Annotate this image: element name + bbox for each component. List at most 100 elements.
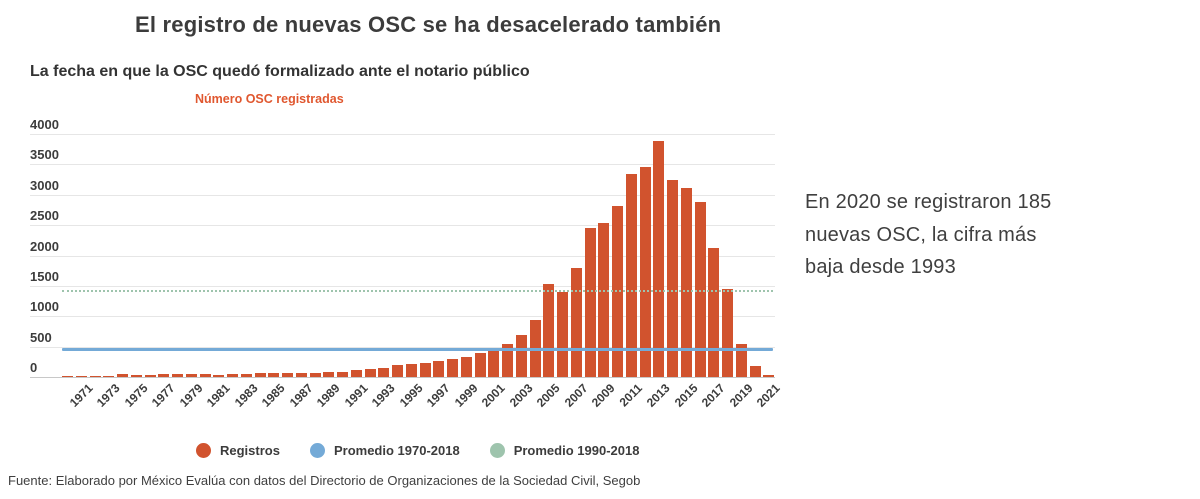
bar-1983[interactable] — [240, 374, 252, 377]
x-tick-label-2011: 2011 — [616, 381, 646, 410]
bar-1970[interactable] — [62, 375, 73, 377]
bar-1986[interactable] — [282, 373, 293, 377]
bar-1977[interactable] — [158, 374, 170, 377]
bar-1982[interactable] — [227, 373, 238, 377]
x-tick-label-2005: 2005 — [533, 381, 563, 410]
legend-item-registros: Registros — [196, 443, 280, 458]
bar-2000[interactable] — [474, 353, 486, 377]
gridline-y-1500 — [30, 285, 775, 287]
bar-1987[interactable] — [295, 373, 307, 377]
bar-2015[interactable] — [680, 188, 692, 377]
x-tick-label-1997: 1997 — [423, 381, 453, 410]
x-tick-label-2021: 2021 — [753, 381, 783, 410]
bar-2018[interactable] — [722, 288, 733, 377]
x-tick-label-2007: 2007 — [561, 381, 591, 410]
bar-1995[interactable] — [405, 363, 417, 377]
bar-2001[interactable] — [488, 349, 500, 377]
gridline-y-0 — [30, 377, 775, 378]
x-tick-label-1975: 1975 — [121, 381, 151, 410]
bar-2020[interactable] — [749, 365, 761, 377]
bar-1978[interactable] — [172, 374, 183, 377]
bar-2021[interactable] — [763, 375, 775, 377]
bar-2005[interactable] — [543, 284, 555, 377]
bar-2003[interactable] — [515, 335, 527, 377]
bar-1998[interactable] — [447, 359, 458, 377]
x-tick-label-2015: 2015 — [671, 381, 701, 410]
legend-dot-icon — [196, 443, 211, 458]
y-tick-label-2000: 2000 — [30, 238, 59, 254]
x-tick-label-2013: 2013 — [643, 381, 673, 410]
bar-2016[interactable] — [694, 202, 706, 377]
x-tick-label-1977: 1977 — [148, 381, 178, 410]
bar-2006[interactable] — [557, 291, 568, 377]
gridline-y-3000 — [30, 194, 775, 196]
bar-1981[interactable] — [213, 375, 225, 377]
bar-1980[interactable] — [199, 373, 211, 377]
bar-1990[interactable] — [337, 371, 348, 377]
bar-2009[interactable] — [598, 222, 610, 377]
bar-1997[interactable] — [433, 361, 445, 377]
gridline-y-2500 — [30, 225, 775, 227]
legend-dot-icon — [489, 443, 505, 458]
y-tick-label-500: 500 — [30, 329, 52, 345]
bar-1976[interactable] — [144, 375, 156, 377]
legend-item-promedio-1990-2018: Promedio 1990-2018 — [489, 443, 640, 458]
bar-1984[interactable] — [254, 373, 266, 377]
bar-1999[interactable] — [460, 356, 472, 377]
bar-1974[interactable] — [117, 374, 128, 377]
bar-1973[interactable] — [103, 375, 115, 377]
bar-1971[interactable] — [75, 375, 87, 377]
y-tick-label-3500: 3500 — [30, 147, 59, 163]
x-tick-label-1979: 1979 — [176, 381, 206, 410]
legend-label: Registros — [220, 443, 280, 458]
y-tick-label-1000: 1000 — [30, 299, 59, 315]
bar-1972[interactable] — [89, 375, 101, 377]
bar-1975[interactable] — [130, 375, 142, 377]
x-tick-label-1999: 1999 — [451, 381, 481, 410]
y-tick-label-3000: 3000 — [30, 177, 59, 193]
x-tick-label-1971: 1971 — [66, 381, 96, 410]
y-axis-title: Número OSC registradas — [195, 92, 344, 106]
refline-promedio-1970-2018 — [62, 348, 773, 352]
bar-2008[interactable] — [584, 227, 596, 377]
x-tick-label-2009: 2009 — [588, 381, 618, 410]
bar-1992[interactable] — [364, 369, 376, 377]
bar-1996[interactable] — [419, 362, 431, 377]
x-tick-label-2017: 2017 — [698, 381, 728, 410]
chart-legend: Registros Promedio 1970-2018 Promedio 1990… — [196, 443, 639, 458]
bar-2013[interactable] — [653, 140, 665, 377]
bar-2011[interactable] — [625, 174, 637, 377]
bar-1993[interactable] — [378, 367, 390, 377]
gridline-y-500 — [30, 346, 775, 348]
y-tick-label-4000: 4000 — [30, 117, 59, 132]
bar-2002[interactable] — [502, 344, 513, 377]
gridline-y-1000 — [30, 316, 775, 318]
bar-2007[interactable] — [570, 268, 582, 377]
bar-1994[interactable] — [392, 364, 403, 377]
bar-1985[interactable] — [268, 373, 280, 377]
bar-1991[interactable] — [350, 370, 362, 377]
x-tick-label-2001: 2001 — [478, 381, 508, 410]
legend-label: Promedio 1990-2018 — [513, 443, 640, 458]
bar-2012[interactable] — [639, 166, 651, 377]
bar-1989[interactable] — [323, 372, 335, 377]
x-tick-label-1993: 1993 — [368, 381, 398, 410]
bar-2014[interactable] — [667, 179, 678, 377]
legend-item-promedio-1970-2018: Promedio 1970-2018 — [309, 443, 460, 458]
chart-subtitle: La fecha en que la OSC quedó formalizado… — [30, 63, 530, 80]
x-tick-label-1981: 1981 — [203, 381, 233, 410]
x-tick-label-1991: 1991 — [341, 381, 371, 410]
bar-1988[interactable] — [309, 372, 321, 377]
x-tick-label-1985: 1985 — [258, 381, 288, 410]
bar-2017[interactable] — [708, 247, 720, 377]
legend-dot-icon — [309, 443, 325, 458]
gridline-y-2000 — [30, 255, 775, 257]
bar-2019[interactable] — [735, 343, 747, 377]
x-tick-label-1989: 1989 — [313, 381, 343, 410]
x-tick-label-1987: 1987 — [286, 381, 316, 410]
page-title: El registro de nuevas OSC se ha desacele… — [135, 12, 722, 37]
source-note: Fuente: Elaborado por México Evalúa con … — [8, 473, 641, 488]
bar-1979[interactable] — [185, 373, 197, 377]
